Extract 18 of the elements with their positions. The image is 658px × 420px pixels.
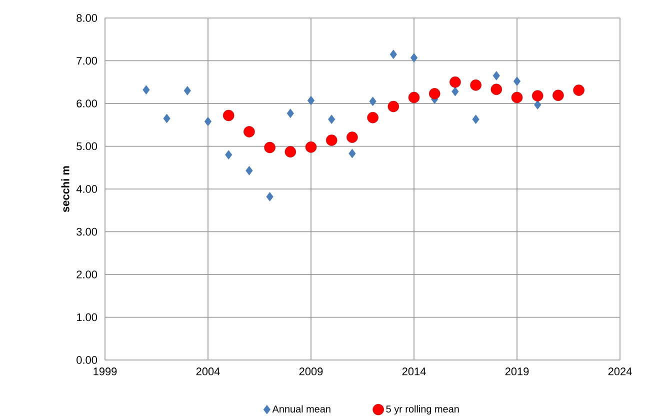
y-axis-title: secchi m bbox=[61, 166, 70, 212]
y-tick-label: 1.00 bbox=[76, 313, 98, 322]
x-tick-label: 2014 bbox=[402, 368, 426, 376]
y-tick-label: 0.00 bbox=[76, 356, 98, 364]
legend-label: Annual mean bbox=[272, 405, 330, 413]
x-tick-label: 2009 bbox=[299, 368, 323, 376]
y-tick-label: 3.00 bbox=[76, 228, 98, 236]
y-tick-label: 7.00 bbox=[76, 56, 98, 65]
x-tick-label: 2004 bbox=[196, 368, 220, 376]
y-tick-label: 8.00 bbox=[76, 14, 98, 22]
x-tick-label: 2024 bbox=[608, 368, 632, 376]
y-tick-label: 5.00 bbox=[76, 142, 98, 150]
y-tick-label: 2.00 bbox=[76, 270, 98, 278]
legend-label: 5 yr rolling mean bbox=[386, 405, 459, 415]
x-tick-label: 2019 bbox=[505, 368, 529, 376]
y-tick-label: 6.00 bbox=[76, 100, 98, 108]
x-tick-label: 1999 bbox=[94, 368, 117, 376]
y-tick-label: 4.00 bbox=[76, 185, 98, 193]
